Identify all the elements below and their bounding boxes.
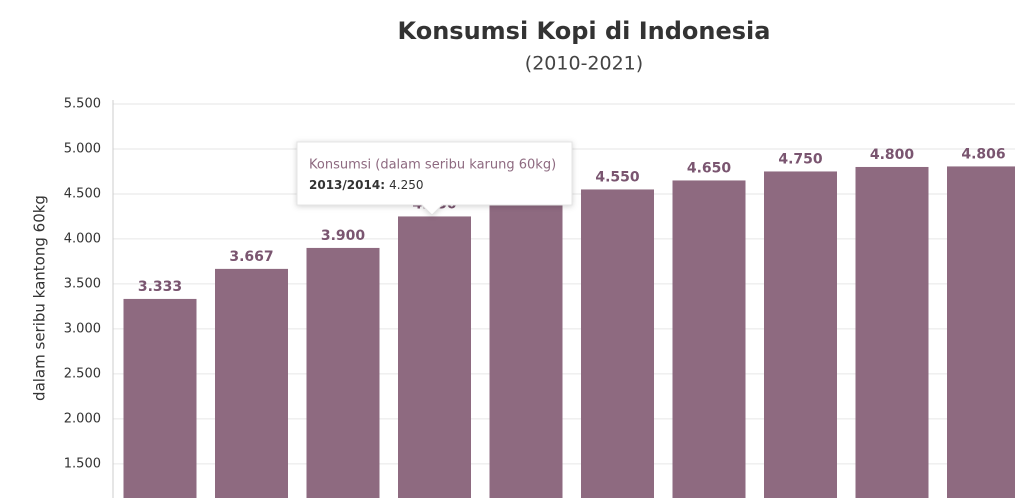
- data-label: 4.806: [961, 146, 1005, 162]
- bar: [215, 268, 288, 498]
- y-tick-label: 2.000: [64, 411, 101, 426]
- tooltip-series: Konsumsi (dalam seribu karung 60kg): [309, 158, 556, 173]
- y-tick-label: 2.500: [64, 366, 101, 381]
- data-label: 4.650: [687, 160, 732, 176]
- data-label: 3.667: [229, 249, 273, 265]
- chart-title: Konsumsi Kopi di Indonesia: [398, 17, 771, 45]
- bar: [398, 216, 471, 498]
- tooltip-colon: :: [380, 178, 389, 192]
- data-label: 3.900: [321, 228, 366, 244]
- data-label: 4.550: [595, 169, 640, 185]
- y-tick-label: 4.500: [64, 186, 101, 201]
- tooltip-category: 2013/2014: [309, 178, 380, 192]
- y-tick-label: 1.500: [64, 456, 101, 471]
- y-axis-label: dalam seribu kantong 60kg: [31, 195, 49, 401]
- y-tick-label: 3.000: [64, 321, 101, 336]
- tooltip: Konsumsi (dalam seribu karung 60kg) 2013…: [296, 141, 573, 216]
- chart-subtitle: (2010-2021): [525, 53, 643, 75]
- bars: 3.3333.6673.9004.2504.4504.5504.6504.750…: [123, 146, 1015, 498]
- bar: [947, 166, 1015, 498]
- bar: [855, 166, 929, 498]
- bar: [489, 198, 563, 498]
- y-tick-label: 5.500: [64, 97, 101, 112]
- data-label: 3.333: [138, 279, 182, 295]
- tooltip-box: [296, 141, 573, 216]
- tooltip-value: 4.250: [389, 178, 423, 192]
- bar: [306, 247, 380, 498]
- y-tick-label: 4.000: [64, 231, 101, 246]
- bar: [581, 189, 654, 498]
- bar: [672, 180, 746, 498]
- data-label: 4.800: [870, 147, 915, 163]
- bar: [123, 298, 197, 498]
- y-tick-label: 3.500: [64, 276, 101, 291]
- y-tick-label: 5.000: [64, 141, 101, 156]
- tooltip-row: 2013/2014: 4.250: [309, 178, 424, 192]
- data-label: 4.750: [778, 151, 823, 167]
- bar: [764, 171, 837, 498]
